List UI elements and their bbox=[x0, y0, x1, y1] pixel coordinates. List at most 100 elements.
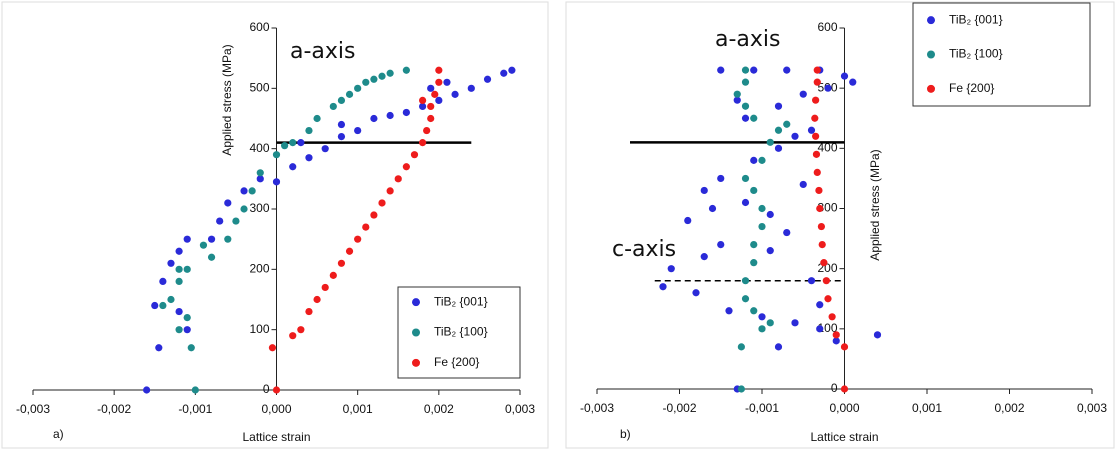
data-point bbox=[774, 126, 783, 134]
data-point bbox=[807, 277, 816, 285]
data-point bbox=[272, 386, 281, 394]
y-tick-label: 100 bbox=[249, 322, 269, 336]
data-point bbox=[337, 96, 346, 104]
data-point bbox=[427, 114, 435, 123]
chart-panel: -0,003 -0,002 -0,001 0,000 0,001 0,002 0,003 0 1… bbox=[565, 1, 1115, 449]
data-point bbox=[750, 66, 758, 74]
data-point bbox=[818, 241, 826, 249]
y-tick-label: 200 bbox=[249, 262, 269, 276]
chart-panel: -0,003 -0,002 -0,001 0,000 0,001 0,002 0,003 0 1… bbox=[1, 1, 549, 449]
axis-annotation: a-axis bbox=[715, 27, 781, 52]
data-point bbox=[783, 228, 791, 237]
data-point bbox=[791, 132, 799, 140]
data-point bbox=[733, 90, 741, 98]
data-point bbox=[816, 325, 824, 333]
data-point bbox=[167, 295, 175, 304]
data-point bbox=[337, 259, 346, 267]
data-point bbox=[508, 66, 516, 74]
data-point bbox=[378, 199, 386, 207]
data-point bbox=[354, 235, 362, 243]
data-point bbox=[256, 169, 264, 177]
data-point bbox=[386, 187, 394, 195]
y-tick-label: 100 bbox=[817, 321, 837, 335]
data-point bbox=[817, 222, 826, 231]
panel-frame bbox=[1, 1, 549, 449]
data-point bbox=[370, 211, 378, 219]
data-point bbox=[427, 102, 435, 111]
data-point bbox=[345, 247, 354, 255]
data-point bbox=[175, 326, 183, 334]
data-point bbox=[820, 259, 828, 267]
data-point bbox=[143, 386, 151, 394]
legend-marker bbox=[927, 84, 935, 93]
data-point bbox=[305, 154, 313, 162]
data-point bbox=[183, 235, 191, 243]
data-point bbox=[812, 150, 821, 158]
y-tick-label: 600 bbox=[817, 20, 837, 34]
data-point bbox=[240, 187, 248, 195]
data-point bbox=[758, 156, 766, 164]
data-point bbox=[733, 96, 741, 104]
data-point bbox=[750, 186, 758, 195]
x-tick-label: -0,002 bbox=[97, 402, 131, 416]
legend-marker bbox=[412, 358, 420, 367]
data-point bbox=[402, 108, 410, 117]
data-point bbox=[741, 66, 750, 74]
data-point bbox=[737, 343, 745, 351]
x-tick-label: -0,003 bbox=[16, 402, 50, 416]
legend-label: TiB₂ {100} bbox=[949, 47, 1003, 61]
data-point bbox=[741, 78, 750, 86]
data-point bbox=[483, 75, 492, 83]
data-point bbox=[807, 126, 816, 134]
data-point bbox=[378, 72, 386, 80]
data-point bbox=[268, 344, 277, 352]
data-point bbox=[329, 102, 337, 111]
data-point bbox=[232, 217, 240, 225]
data-point bbox=[423, 126, 431, 135]
data-point bbox=[766, 138, 774, 146]
data-point bbox=[832, 331, 840, 339]
data-point bbox=[500, 69, 508, 77]
data-point bbox=[725, 307, 733, 315]
data-point bbox=[419, 139, 427, 147]
data-point bbox=[741, 174, 750, 183]
data-point bbox=[758, 313, 766, 321]
data-point bbox=[824, 84, 832, 92]
data-point bbox=[240, 205, 248, 213]
x-tick-label: 0,002 bbox=[994, 401, 1024, 415]
data-point bbox=[386, 69, 394, 77]
panel-label: a) bbox=[53, 427, 64, 441]
data-point bbox=[151, 301, 159, 310]
data-point bbox=[799, 180, 807, 189]
data-point bbox=[812, 96, 820, 104]
data-point bbox=[410, 151, 419, 159]
data-point bbox=[224, 235, 232, 243]
data-point bbox=[435, 66, 443, 74]
data-point bbox=[766, 210, 774, 219]
data-point bbox=[402, 163, 410, 171]
data-point bbox=[822, 277, 830, 285]
data-point bbox=[256, 175, 264, 183]
data-point bbox=[815, 186, 823, 195]
x-tick-label: 0,000 bbox=[261, 402, 291, 416]
data-point bbox=[187, 344, 195, 352]
panel-label: b) bbox=[620, 427, 631, 441]
x-tick-label: -0,001 bbox=[745, 401, 779, 415]
data-point bbox=[443, 78, 451, 86]
data-point bbox=[451, 90, 459, 98]
data-point bbox=[183, 326, 191, 334]
x-tick-label: -0,002 bbox=[662, 401, 696, 415]
x-tick-label: 0,001 bbox=[912, 401, 942, 415]
data-point bbox=[175, 307, 183, 316]
data-point bbox=[427, 84, 435, 92]
data-point bbox=[750, 259, 758, 267]
data-point bbox=[816, 204, 824, 213]
data-point bbox=[386, 111, 394, 120]
data-point bbox=[840, 385, 849, 393]
data-point bbox=[828, 313, 836, 321]
data-point bbox=[289, 332, 297, 340]
data-point bbox=[717, 241, 725, 249]
data-point bbox=[155, 344, 163, 352]
data-point bbox=[362, 223, 370, 231]
data-point bbox=[435, 96, 443, 104]
